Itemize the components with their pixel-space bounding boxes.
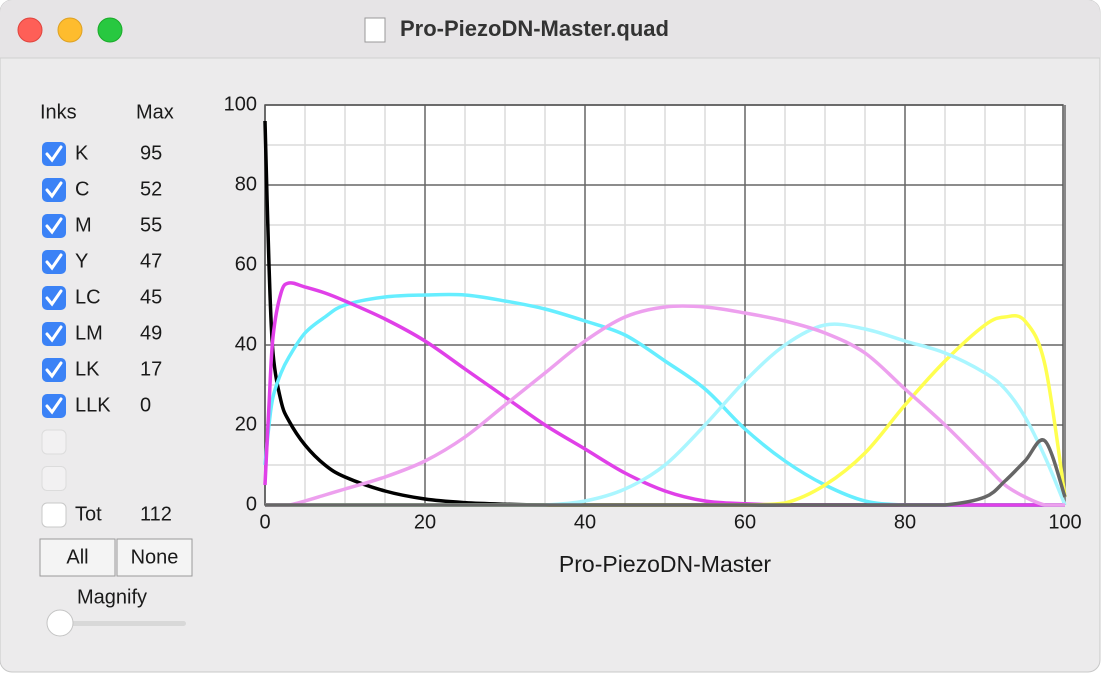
ink-name: C	[75, 178, 89, 200]
document-icon	[364, 17, 386, 43]
ink-max: 52	[140, 178, 162, 200]
slider-knob[interactable]	[46, 609, 74, 637]
ink-max: 95	[140, 142, 162, 164]
ink-name: LM	[75, 322, 103, 344]
checkmark	[45, 217, 63, 235]
y-tick-label: 60	[235, 253, 257, 275]
window-title: Pro-PiezoDN-Master.quad	[400, 16, 669, 41]
button-label[interactable]: All	[66, 546, 88, 568]
y-tick-label: 40	[235, 333, 257, 355]
magnify-label: Magnify	[77, 586, 147, 608]
ink-max: 45	[140, 286, 162, 308]
minimize-button[interactable]	[57, 17, 83, 43]
ink-name: LK	[75, 358, 100, 380]
ink-max: 47	[140, 250, 162, 272]
button[interactable]	[116, 538, 193, 577]
x-tick-label: 60	[734, 511, 756, 533]
ink-curve	[265, 438, 1067, 507]
checkmark	[45, 325, 63, 343]
total-label: Tot	[75, 503, 102, 525]
x-tick-label: 20	[414, 511, 436, 533]
ink-max: 55	[140, 214, 162, 236]
x-tick-label: 0	[259, 511, 270, 533]
y-tick-label: 80	[235, 173, 257, 195]
y-tick-label: 0	[246, 493, 257, 515]
x-tick-label: 100	[1048, 511, 1081, 533]
title-bar	[0, 0, 1100, 58]
chart: 0 20 40 60 80 100 0 20 40 60 80 100 Pro-PiezoDN-Mast…	[224, 93, 1082, 577]
max-header: Max	[136, 101, 174, 123]
ink-name: Y	[75, 250, 88, 272]
y-tick-label: 20	[235, 413, 257, 435]
checkbox[interactable]	[41, 502, 67, 528]
slider-track	[48, 621, 186, 626]
close-button[interactable]	[17, 17, 43, 43]
ink-max: 0	[140, 394, 151, 416]
total-value: 112	[140, 503, 172, 525]
x-tick-label: 40	[574, 511, 596, 533]
y-tick-label: 100	[224, 93, 257, 115]
checkmark	[45, 397, 63, 415]
checkbox-disabled	[41, 429, 67, 455]
ink-name: K	[75, 142, 89, 164]
checkmark	[45, 145, 63, 163]
ink-curve	[263, 281, 1065, 507]
checkmark	[45, 253, 63, 271]
ink-name: M	[75, 214, 92, 236]
zoom-button[interactable]	[97, 17, 123, 43]
ink-name: LLK	[75, 394, 111, 416]
checkmark	[45, 361, 63, 379]
x-tick-label: 80	[894, 511, 916, 533]
checkbox-disabled	[41, 466, 67, 491]
ink-max: 17	[140, 358, 162, 380]
button-label[interactable]: None	[131, 546, 179, 568]
button[interactable]	[39, 538, 116, 577]
checkmark	[45, 289, 63, 307]
inks-header: Inks	[40, 101, 77, 123]
ink-max: 49	[140, 322, 162, 344]
x-axis-label: Pro-PiezoDN-Master	[559, 551, 771, 577]
checkmark	[45, 181, 63, 199]
ink-name: LC	[75, 286, 101, 308]
